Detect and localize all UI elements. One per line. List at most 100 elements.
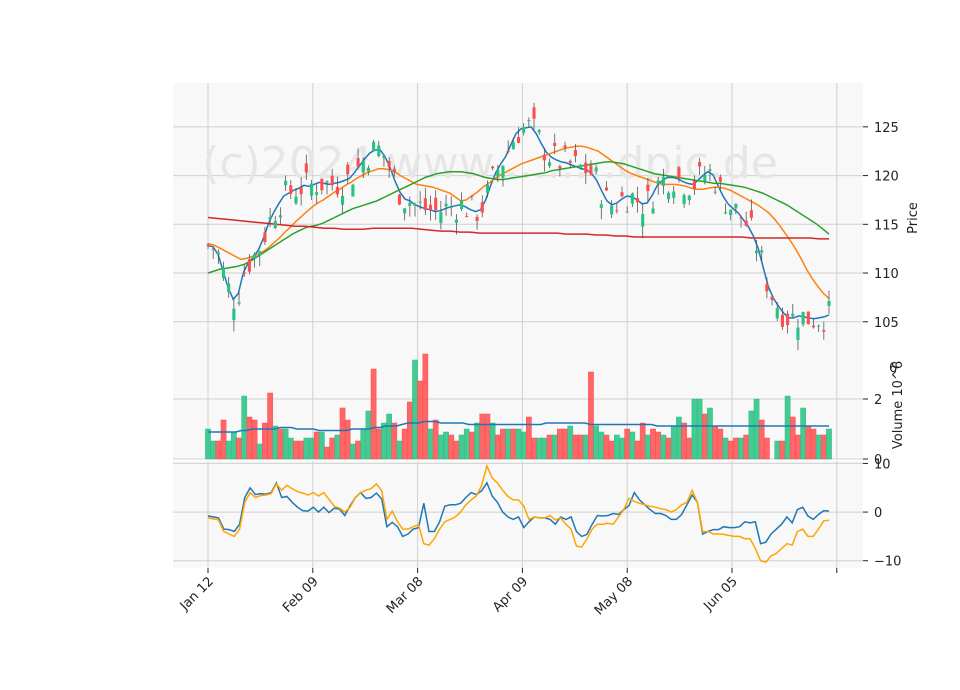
candle-body xyxy=(268,216,272,220)
moving-average-line xyxy=(207,145,830,299)
volume-bar xyxy=(272,425,279,460)
volume-bar xyxy=(412,359,418,460)
candle-body xyxy=(791,313,795,317)
volume-bar xyxy=(469,431,475,460)
candle-body xyxy=(278,215,283,218)
candle-body xyxy=(827,300,831,306)
volume-bar xyxy=(645,434,651,460)
candle-body xyxy=(320,178,324,191)
candle-body xyxy=(335,187,339,195)
candle-body xyxy=(687,195,691,201)
volume-average-line xyxy=(208,420,829,433)
candle-body xyxy=(340,195,345,205)
candle-body xyxy=(485,184,490,193)
volume-bar xyxy=(805,425,812,460)
volume-bar xyxy=(520,431,527,460)
candle-body xyxy=(444,203,448,207)
volume-bar xyxy=(670,425,677,460)
volume-bar xyxy=(598,431,605,460)
candle-body xyxy=(361,160,365,173)
volume-bar xyxy=(282,428,289,460)
volume-bar xyxy=(748,410,755,460)
volume-bar xyxy=(505,428,511,460)
candle-body xyxy=(760,250,764,253)
volume-bar xyxy=(789,416,796,460)
moving-average-line xyxy=(207,161,830,274)
candle-body xyxy=(387,160,391,167)
candle-body xyxy=(309,183,314,196)
candle-body xyxy=(553,142,557,146)
volume-bar xyxy=(795,434,801,460)
volume-bar xyxy=(613,434,620,460)
candle-body xyxy=(677,167,681,179)
candle-body xyxy=(744,220,748,226)
candle-body xyxy=(734,203,738,209)
volume-bar xyxy=(820,434,827,460)
candle-body xyxy=(522,127,526,133)
candle-body xyxy=(434,197,438,211)
candle-body xyxy=(703,175,707,182)
candle-body xyxy=(532,107,536,119)
volume-bar xyxy=(339,407,346,460)
candle-body xyxy=(713,191,717,193)
y-tick-label: 115 xyxy=(874,218,899,233)
volume-bar xyxy=(738,437,744,460)
volume-bar xyxy=(474,422,480,460)
candle-body xyxy=(610,205,614,215)
volume-bar xyxy=(701,413,708,460)
volume-bar xyxy=(308,437,315,460)
candle-body xyxy=(646,184,650,192)
volume-bar xyxy=(582,434,589,460)
volume-bar xyxy=(764,437,770,460)
candle-body xyxy=(723,212,728,214)
volume-bar xyxy=(810,428,817,460)
volume-bar xyxy=(526,416,532,460)
candle-body xyxy=(672,191,676,198)
candle-body xyxy=(460,200,464,210)
volume-axis-label: Volume 10^6 xyxy=(891,361,906,449)
candle-body xyxy=(718,176,722,182)
candle-body xyxy=(253,254,257,259)
candle-body xyxy=(786,313,790,325)
volume-bar xyxy=(551,434,558,460)
candle-body xyxy=(465,216,469,218)
volume-bar xyxy=(494,434,501,460)
x-tick-label: Jan 12 xyxy=(177,574,217,614)
volume-bar xyxy=(225,440,232,460)
candlesticks xyxy=(206,102,831,351)
candle-body xyxy=(382,155,386,158)
volume-bar xyxy=(241,395,248,460)
volume-bar xyxy=(365,410,372,460)
volume-bar xyxy=(463,428,470,460)
y-tick-label: 110 xyxy=(874,267,899,282)
volume-bar xyxy=(784,395,791,460)
candle-body xyxy=(682,195,686,205)
candle-body xyxy=(242,272,246,274)
candle-body xyxy=(299,187,303,195)
volume-bar xyxy=(733,437,739,460)
candle-body xyxy=(273,221,277,229)
oscillator-panel xyxy=(173,461,863,568)
moving-average-line xyxy=(207,216,829,240)
candle-body xyxy=(496,169,500,176)
candle-body xyxy=(729,209,733,216)
volume-bar xyxy=(277,428,284,460)
candle-body xyxy=(765,283,769,292)
candle-body xyxy=(770,296,774,300)
candle-body xyxy=(366,168,370,172)
y-tick-label: 0 xyxy=(874,453,882,468)
candle-body xyxy=(796,327,800,340)
volume-bar xyxy=(686,437,693,460)
candle-body xyxy=(227,283,231,293)
candle-body xyxy=(579,164,583,168)
volume-bar xyxy=(453,440,460,460)
volume-bar xyxy=(324,446,330,460)
volume-bar xyxy=(303,437,310,460)
volume-bar xyxy=(484,413,491,460)
volume-bar xyxy=(355,440,361,460)
volume-bar xyxy=(381,422,387,460)
candle-body xyxy=(739,217,743,219)
candle-body xyxy=(449,206,453,208)
candle-body xyxy=(547,162,552,167)
volume-bar xyxy=(676,416,682,460)
